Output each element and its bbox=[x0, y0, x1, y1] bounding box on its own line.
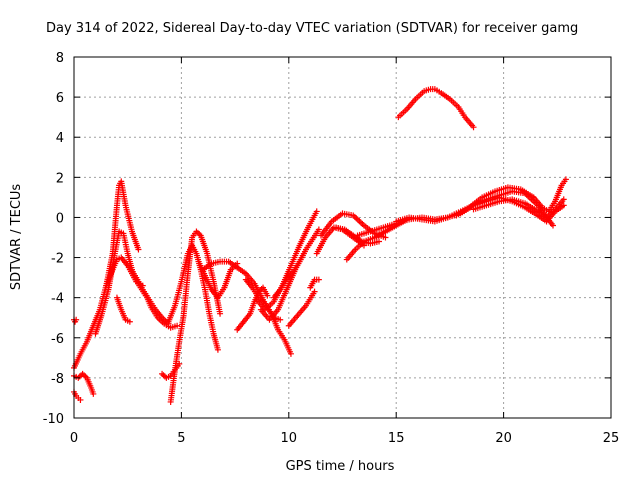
series-arc-mid-loop bbox=[165, 242, 221, 353]
series-arc-late-start bbox=[343, 216, 410, 263]
series-arc-mid-low bbox=[159, 360, 183, 381]
data-point bbox=[90, 390, 97, 397]
chart-title: Day 314 of 2022, Sidereal Day-to-day VTE… bbox=[46, 21, 578, 36]
axis-ticks: 0 5 10 15 20 25 -10 -8 -6 -4 -2 0 2 4 6 8 bbox=[43, 51, 620, 446]
x-axis-label: GPS time / hours bbox=[286, 459, 395, 474]
series-arc-climb-3 bbox=[270, 226, 322, 301]
plot-frame bbox=[73, 56, 612, 419]
data-point bbox=[313, 208, 320, 215]
series-arc-mid-rise bbox=[167, 228, 224, 405]
x-tick-label: 0 bbox=[70, 431, 78, 446]
series-arc-mid-dip bbox=[234, 284, 271, 333]
x-tick-label: 10 bbox=[281, 431, 298, 446]
y-tick-label: 2 bbox=[56, 171, 64, 186]
x-tick-label: 5 bbox=[177, 431, 185, 446]
data-point bbox=[287, 350, 294, 357]
y-tick-label: 4 bbox=[56, 131, 64, 146]
x-tick-label: 20 bbox=[495, 431, 512, 446]
series-arc-rise-1 bbox=[71, 178, 142, 371]
series-arc-isolated bbox=[395, 86, 477, 131]
data-point bbox=[176, 360, 183, 367]
y-tick-label: -6 bbox=[51, 332, 64, 347]
data-point bbox=[126, 318, 133, 325]
data-point bbox=[470, 124, 477, 131]
series-arc-early-2 bbox=[71, 388, 84, 403]
series-arc-late-3 bbox=[453, 176, 569, 219]
data-point bbox=[550, 222, 557, 229]
data-point bbox=[77, 396, 84, 403]
y-tick-label: -4 bbox=[51, 292, 64, 307]
series-arc-early-3 bbox=[71, 316, 80, 325]
y-axis-label: SDTVAR / TECUs bbox=[9, 184, 24, 291]
data-point bbox=[264, 292, 271, 299]
y-tick-label: 0 bbox=[56, 211, 64, 226]
y-tick-label: -2 bbox=[51, 252, 64, 267]
data-point bbox=[562, 176, 569, 183]
grid-lines bbox=[74, 57, 611, 418]
series-arc-early-drop bbox=[113, 294, 133, 325]
series-arc-climb-4 bbox=[285, 288, 318, 329]
y-tick-label: -8 bbox=[51, 372, 64, 387]
data-series-group bbox=[71, 86, 569, 405]
data-point bbox=[277, 316, 284, 323]
data-point bbox=[214, 346, 221, 353]
y-tick-label: 6 bbox=[56, 91, 64, 106]
series-arc-early-low bbox=[126, 264, 172, 327]
y-tick-label: 8 bbox=[56, 51, 64, 66]
x-tick-label: 15 bbox=[388, 431, 405, 446]
data-point bbox=[174, 322, 181, 329]
data-point bbox=[311, 288, 318, 295]
data-point bbox=[376, 238, 383, 245]
data-point bbox=[135, 246, 142, 253]
data-point bbox=[560, 196, 567, 203]
series-arc-climb-5 bbox=[307, 276, 322, 291]
data-point bbox=[315, 276, 322, 283]
y-tick-label: -10 bbox=[43, 412, 64, 427]
data-point bbox=[217, 310, 224, 317]
data-point bbox=[560, 202, 567, 209]
series-arc-late-4 bbox=[470, 196, 567, 221]
data-point bbox=[382, 234, 389, 241]
x-tick-label: 25 bbox=[603, 431, 620, 446]
data-point bbox=[315, 226, 322, 233]
